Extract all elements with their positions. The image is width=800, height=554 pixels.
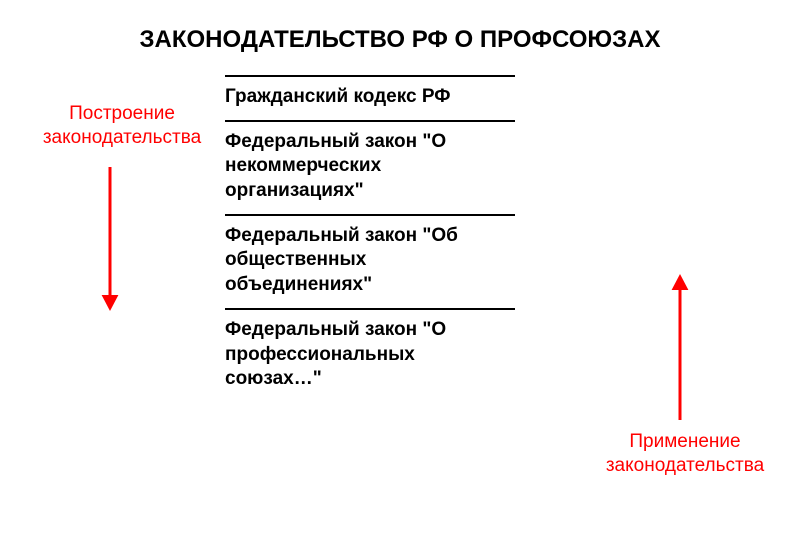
law-item: Федеральный закон "Об общественных объед… bbox=[225, 216, 515, 308]
title-text: ЗАКОНОДАТЕЛЬСТВО РФ О ПРОФСОЮЗАХ bbox=[139, 26, 660, 53]
right-label-line2: законодательства bbox=[606, 455, 764, 476]
left-label: Построение законодательства bbox=[32, 102, 212, 150]
law-item: Гражданский кодекс РФ bbox=[225, 77, 515, 120]
law-text: Гражданский кодекс РФ bbox=[225, 86, 451, 107]
law-text: Федеральный закон "О профессиональных со… bbox=[225, 319, 446, 389]
left-label-line1: Построение bbox=[69, 103, 175, 124]
up-arrow-icon bbox=[664, 274, 696, 420]
right-label: Применение законодательства bbox=[595, 430, 775, 478]
laws-column: Гражданский кодекс РФ Федеральный закон … bbox=[225, 75, 515, 402]
law-text: Федеральный закон "О некоммерческих орга… bbox=[225, 131, 446, 201]
law-text: Федеральный закон "Об общественных объед… bbox=[225, 225, 458, 295]
law-item: Федеральный закон "О некоммерческих орга… bbox=[225, 122, 515, 214]
law-item: Федеральный закон "О профессиональных со… bbox=[225, 310, 515, 402]
down-arrow-icon bbox=[94, 167, 126, 313]
page-title: ЗАКОНОДАТЕЛЬСТВО РФ О ПРОФСОЮЗАХ bbox=[0, 26, 800, 54]
left-label-line2: законодательства bbox=[43, 127, 201, 148]
right-label-line1: Применение bbox=[629, 431, 740, 452]
